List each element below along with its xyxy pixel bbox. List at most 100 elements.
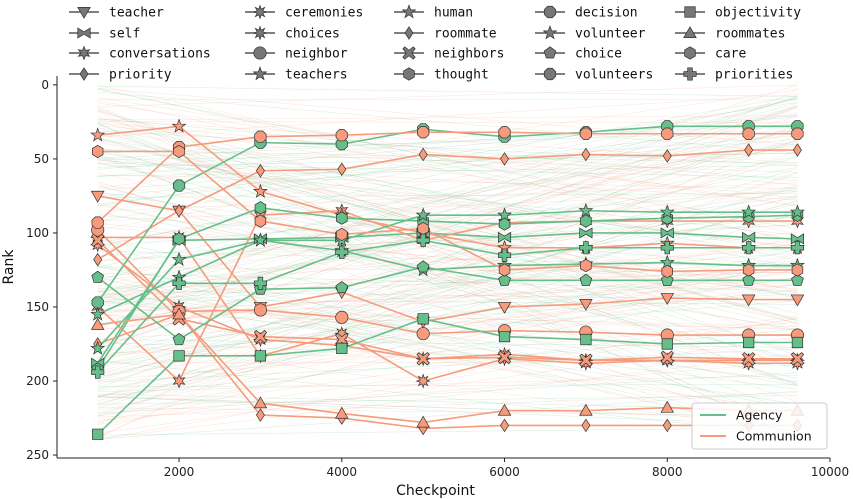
series-line-neighbors (97, 239, 798, 362)
series-line-ceremonies (97, 244, 798, 362)
background-trajectory (97, 88, 798, 146)
legend-label: roommate (434, 27, 497, 42)
legend-label: objectivity (715, 6, 801, 21)
background-trajectory (97, 195, 798, 332)
background-trajectory (97, 197, 798, 326)
background-trajectory (97, 109, 798, 371)
background-trajectory (97, 155, 798, 414)
background-trajectory (97, 195, 798, 366)
background-trajectory (97, 395, 798, 421)
series-line-volunteers (97, 131, 798, 224)
legend-item-neighbors: neighbors (394, 46, 504, 62)
background-trajectory (97, 396, 798, 426)
marker-volunteers-7000 (579, 127, 592, 140)
background-line-layer (97, 84, 798, 440)
legend-label: care (715, 47, 746, 62)
background-trajectory (97, 204, 798, 350)
background-trajectory (97, 97, 798, 248)
background-trajectory (97, 173, 798, 417)
marker-thought-7000 (580, 214, 592, 228)
legend-item-care: care (675, 46, 746, 62)
marker-priorities-8000 (660, 241, 674, 255)
marker-roommate-7000 (581, 147, 591, 162)
series-line-objectivity (97, 318, 798, 435)
x-tick-label: 4000 (327, 465, 358, 479)
background-trajectory (97, 155, 798, 311)
background-trajectory (97, 102, 798, 207)
marker-roommate-5000 (418, 147, 428, 162)
marker-teacher-9000 (741, 294, 756, 307)
background-trajectory (97, 115, 798, 121)
marker-self-8000 (660, 227, 674, 239)
marker-roommate-4000 (337, 162, 347, 177)
background-trajectory (97, 284, 798, 320)
background-trajectory (97, 152, 798, 249)
background-trajectory (97, 159, 798, 236)
background-trajectory (97, 190, 798, 384)
marker-roommates-1000 (90, 317, 105, 330)
background-trajectory (97, 253, 798, 404)
background-trajectory (97, 162, 798, 178)
marker-neighbors-1000 (91, 233, 105, 248)
series-line-layer (97, 125, 798, 435)
marker-teacher-6000 (497, 301, 512, 314)
marker-priorities-4000 (335, 245, 349, 259)
legend-marker-roommates (683, 26, 697, 38)
legend-label: choices (285, 27, 340, 42)
series-line-priorities (97, 239, 798, 373)
legend-marker-neighbors (402, 46, 416, 60)
marker-roommate-3000 (255, 163, 265, 178)
marker-teacher-8000 (660, 293, 675, 305)
x-axis-title: Checkpoint (396, 483, 475, 499)
marker-teacher-1000 (90, 190, 105, 203)
legend-label: neighbor (285, 47, 348, 62)
marker-roommates-3000 (253, 396, 268, 409)
background-trajectory (97, 97, 798, 300)
legend-item-volunteers: volunteers (535, 68, 653, 83)
marker-neighbors-4000 (335, 332, 349, 347)
background-trajectory (97, 315, 798, 417)
background-trajectory (97, 180, 798, 439)
background-trajectory (97, 127, 798, 261)
background-trajectory (97, 191, 798, 297)
marker-human-1000 (90, 340, 106, 355)
background-trajectory (97, 361, 798, 421)
background-trajectory (97, 112, 798, 246)
background-trajectory (97, 139, 798, 408)
background-trajectory (97, 140, 798, 298)
background-trajectory (97, 390, 798, 440)
legend-item-priorities: priorities (675, 67, 793, 83)
marker-priorities-3000 (253, 276, 267, 290)
background-trajectory (97, 95, 798, 222)
background-trajectory (97, 264, 798, 365)
background-trajectory (97, 277, 798, 436)
marker-roommate-2000 (174, 203, 184, 218)
background-trajectory (97, 182, 798, 212)
legend-marker-priority (79, 67, 89, 81)
group-legend-label: Communion (736, 429, 812, 444)
legend-label: roommates (715, 27, 785, 42)
y-axis-title: Rank (1, 249, 17, 285)
background-trajectory (97, 119, 798, 225)
background-trajectory (97, 130, 798, 166)
background-trajectory (97, 128, 798, 319)
series-line-self (97, 232, 798, 364)
background-trajectory (97, 328, 798, 397)
marker-objectivity-1000 (92, 428, 104, 440)
marker-roommate-9000 (744, 143, 754, 157)
marker-volunteers-9600 (791, 127, 804, 140)
marker-priority-3000 (255, 408, 265, 422)
marker-choices-5000 (415, 373, 431, 389)
background-trajectory (97, 203, 798, 378)
legend-item-ceremonies: ceremonies (245, 4, 363, 21)
background-trajectory (97, 360, 798, 436)
background-trajectory (97, 336, 798, 434)
marker-teachers-3000 (252, 183, 268, 198)
group-legend-item-agency: Agency (700, 408, 783, 423)
y-tick-label: 250 (26, 448, 49, 462)
background-trajectory (97, 238, 798, 358)
legend-marker-objectivity (684, 6, 696, 18)
background-trajectory (97, 105, 798, 297)
marker-care-2000 (173, 144, 185, 159)
legend-label: conversations (109, 47, 211, 62)
